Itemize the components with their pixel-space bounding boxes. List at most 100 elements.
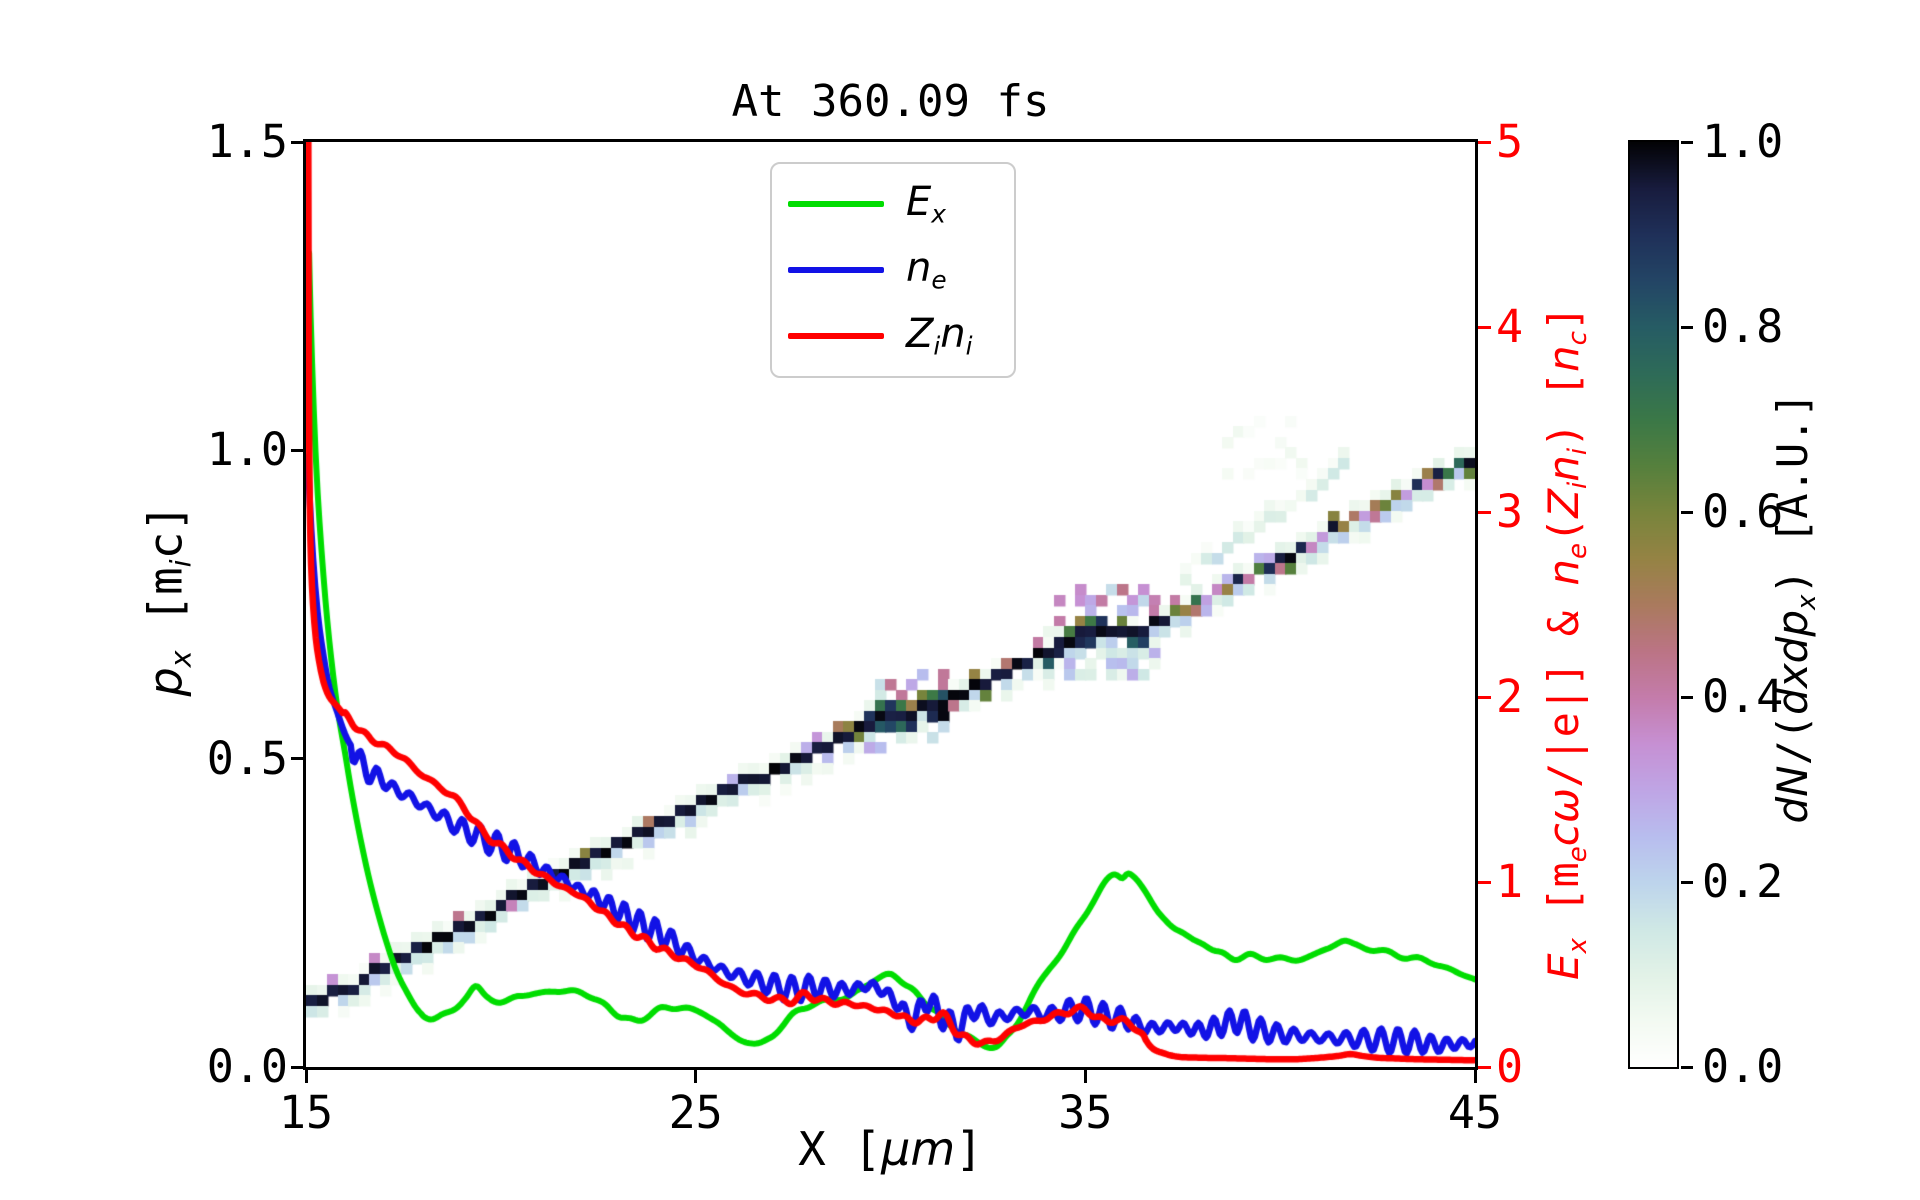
label-segment: ] <box>1539 305 1589 332</box>
y-left-tick-mark <box>291 448 304 452</box>
legend-label-Ex: Ex <box>906 179 946 228</box>
legend-box: Ex ne Zini <box>770 162 1016 378</box>
colorbar-tick-mark <box>1681 1065 1693 1069</box>
label-segment: i <box>164 559 198 568</box>
label-segment: /( <box>1768 714 1818 766</box>
y-left-tick-label: 1.0 <box>206 423 288 477</box>
x-tick-mark <box>694 1070 698 1083</box>
y-right-tick-mark <box>1478 325 1491 329</box>
label-segment: c <box>1539 823 1589 847</box>
colorbar-gradient-canvas <box>1630 142 1677 1067</box>
x-tick-label: 15 <box>278 1086 334 1139</box>
colorbar-tick-label: 0.0 <box>1702 1040 1784 1093</box>
label-segment: n <box>940 311 966 358</box>
colorbar-tick-mark <box>1681 140 1693 144</box>
y-right-tick-label: 2 <box>1496 670 1524 723</box>
label-segment: e <box>1562 543 1593 560</box>
label-segment: [m <box>138 567 193 651</box>
label-segment: d <box>1768 796 1818 824</box>
x-tick-mark <box>304 1070 308 1083</box>
y-right-tick-mark <box>1478 140 1491 144</box>
x-axis-label: X [μm] <box>306 1122 1475 1176</box>
y-left-tick-label: 1.5 <box>206 115 288 168</box>
y-right-tick-mark <box>1478 880 1491 884</box>
legend-line-Zini <box>788 333 884 339</box>
y-left-tick-mark <box>291 140 304 144</box>
label-segment: N <box>1768 765 1818 797</box>
x-tick-mark <box>1473 1070 1477 1083</box>
y-right-tick-label: 3 <box>1496 485 1524 538</box>
label-segment: d <box>1768 636 1818 664</box>
label-segment: x <box>931 199 946 229</box>
colorbar-tick-label: 0.2 <box>1702 855 1784 908</box>
label-segment: p <box>1768 609 1818 637</box>
label-segment: d <box>1768 688 1818 715</box>
plot-title: At 360.09 fs <box>731 76 1050 127</box>
legend-label-ne: ne <box>906 245 947 294</box>
label-segment: n <box>1539 559 1589 586</box>
label-segment: x <box>1768 663 1818 689</box>
colorbar-tick-mark <box>1681 695 1693 699</box>
label-segment: ) [A.U.] <box>1768 392 1818 595</box>
y-axis-left-label: px [mic] <box>139 350 198 850</box>
label-segment: [m <box>1539 862 1589 939</box>
x-tick-mark <box>1083 1070 1087 1083</box>
y-right-tick-mark <box>1478 510 1491 514</box>
legend-line-Ex <box>788 201 884 207</box>
colorbar-tick-mark <box>1681 325 1693 329</box>
label-segment: E <box>1539 953 1589 981</box>
y-right-tick-mark <box>1478 1065 1491 1069</box>
label-segment: n <box>906 245 932 292</box>
label-segment: c] <box>138 504 193 560</box>
label-segment: c <box>1562 331 1593 346</box>
y-left-tick-label: 0.5 <box>206 731 288 785</box>
label-segment: e <box>1562 846 1593 863</box>
y-left-tick-label: 0.0 <box>206 1040 288 1093</box>
y-right-tick-label: 5 <box>1496 115 1524 168</box>
label-segment: i <box>1562 481 1593 489</box>
x-tick-label: 45 <box>1447 1086 1503 1139</box>
legend-item-ne: ne <box>772 244 1014 296</box>
colorbar-label: dN/(dxdpx) [A.U.] <box>1768 258 1822 958</box>
label-segment: x <box>164 650 198 668</box>
y-left-tick-mark <box>291 757 304 761</box>
colorbar-tick-label: 0.6 <box>1702 485 1784 538</box>
label-segment: p <box>138 667 193 697</box>
label-segment: Z <box>1539 488 1589 518</box>
label-segment: ω <box>1539 787 1589 824</box>
y-right-tick-mark <box>1478 695 1491 699</box>
y-axis-right-label: Ex [mecω/|e|] & ne(Zini) [nc] <box>1539 233 1593 1053</box>
label-segment: /|e|] & <box>1539 585 1589 788</box>
label-segment: ( <box>1539 517 1589 544</box>
label-segment: ) [ <box>1539 371 1589 448</box>
y-right-tick-label: 1 <box>1496 855 1524 908</box>
label-segment: e <box>931 265 947 295</box>
label-segment: μm <box>881 1122 956 1176</box>
label-segment: i <box>933 331 941 361</box>
colorbar-frame <box>1628 140 1679 1069</box>
colorbar-tick-label: 1.0 <box>1702 115 1784 168</box>
label-segment: x <box>1562 938 1593 954</box>
label-segment: E <box>906 179 932 226</box>
legend-item-Ex: Ex <box>772 178 1014 230</box>
label-segment: n <box>1539 455 1589 482</box>
legend-label-Zini: Zini <box>906 311 973 360</box>
label-segment: i <box>965 331 973 361</box>
x-tick-label: 25 <box>668 1086 723 1139</box>
label-segment: n <box>1539 345 1589 372</box>
colorbar-tick-label: 0.4 <box>1702 670 1784 723</box>
label-segment: ] <box>955 1122 983 1176</box>
label-segment: Z <box>906 311 934 358</box>
label-segment: x <box>1791 594 1822 610</box>
y-right-tick-label: 4 <box>1496 300 1524 353</box>
colorbar-tick-mark <box>1681 510 1693 514</box>
legend-line-ne <box>788 267 884 273</box>
y-right-tick-label: 0 <box>1496 1040 1524 1093</box>
label-segment: X [ <box>798 1122 882 1176</box>
y-left-tick-mark <box>291 1065 304 1069</box>
label-segment: i <box>1562 447 1593 456</box>
colorbar-tick-mark <box>1681 880 1693 884</box>
colorbar-tick-label: 0.8 <box>1702 300 1784 353</box>
x-tick-label: 35 <box>1058 1086 1113 1139</box>
